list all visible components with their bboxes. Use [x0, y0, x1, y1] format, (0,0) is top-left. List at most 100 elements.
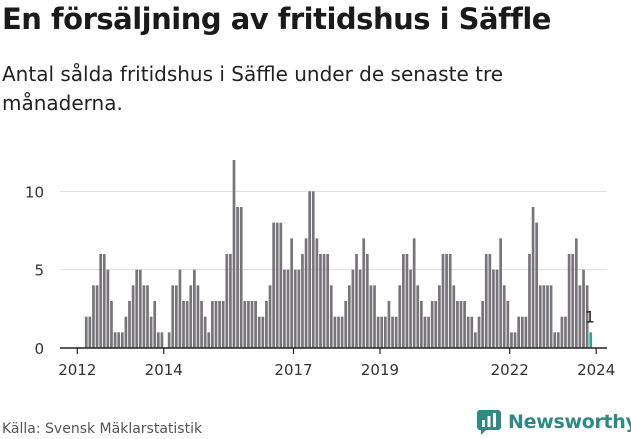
bar — [124, 316, 128, 348]
bar — [391, 316, 394, 348]
bar — [380, 316, 384, 348]
x-tick-label: 2012 — [58, 361, 96, 379]
bar — [337, 316, 340, 348]
bar — [402, 254, 405, 348]
bar — [351, 269, 355, 348]
bar — [520, 316, 524, 348]
bar — [279, 222, 283, 348]
bar — [200, 301, 203, 348]
bar — [492, 269, 495, 348]
bar — [452, 285, 456, 348]
bar — [405, 254, 409, 348]
bar — [174, 285, 178, 348]
bar — [355, 254, 358, 348]
bar — [347, 285, 351, 348]
bar — [182, 301, 185, 348]
bar — [438, 285, 441, 348]
bar — [484, 254, 488, 348]
bar — [301, 254, 304, 348]
bar — [84, 316, 88, 348]
bar — [387, 301, 391, 348]
bar — [585, 285, 589, 348]
bar — [160, 332, 164, 348]
bar — [420, 301, 423, 348]
bar — [239, 207, 243, 348]
newsworthy-logo-icon — [477, 410, 501, 435]
bar — [254, 301, 257, 348]
bar — [546, 285, 549, 348]
bar — [528, 254, 531, 348]
bar — [102, 254, 106, 348]
bar — [427, 316, 430, 348]
bar — [293, 269, 297, 348]
x-tick-label: 2022 — [491, 361, 529, 379]
bar — [156, 332, 160, 348]
bar — [549, 285, 553, 348]
x-axis: 2012 2014 2017 2019 2022 2024 — [58, 347, 615, 379]
bar — [131, 285, 135, 348]
bar — [110, 301, 113, 348]
bar — [225, 254, 229, 348]
chart-title: En försäljning av fritidshus i Säffle — [2, 2, 551, 36]
data-labels: 1 — [585, 307, 595, 326]
bar — [383, 316, 387, 348]
bar — [344, 301, 348, 348]
bar — [459, 301, 463, 348]
bar — [506, 301, 510, 348]
bar — [574, 238, 578, 348]
bar — [88, 316, 92, 348]
bar — [243, 301, 247, 348]
bar — [542, 285, 546, 348]
bar — [463, 301, 466, 348]
bar — [445, 254, 448, 348]
bar — [517, 316, 521, 348]
bar — [326, 254, 330, 348]
y-tick-label: 10 — [25, 183, 44, 201]
last-value-label: 1 — [585, 307, 595, 326]
bar — [510, 332, 513, 348]
bar — [369, 285, 373, 348]
bar — [499, 238, 503, 348]
bar — [189, 285, 193, 348]
bar — [99, 254, 103, 348]
bar — [268, 285, 272, 348]
bar — [236, 207, 239, 348]
brand-name: Newsworthy — [508, 411, 631, 433]
bar — [448, 254, 452, 348]
bar — [221, 301, 225, 348]
brand-logo: Newsworthy — [476, 409, 631, 435]
x-tick-label: 2024 — [577, 361, 615, 379]
y-tick-label: 5 — [34, 262, 44, 280]
x-tick-label: 2014 — [145, 361, 183, 379]
bar — [477, 316, 481, 348]
bar — [304, 238, 308, 348]
bar — [466, 316, 470, 348]
bar — [535, 222, 539, 348]
bar — [333, 316, 337, 348]
bar — [564, 316, 567, 348]
bar — [286, 269, 290, 348]
chart-subtitle: Antal sålda fritidshus i Säffle under de… — [2, 62, 504, 115]
bar — [185, 301, 189, 348]
bar — [138, 269, 142, 348]
bar — [211, 301, 214, 348]
bar-latest — [589, 332, 593, 348]
bar — [430, 301, 434, 348]
bar — [257, 316, 261, 348]
bar — [373, 285, 376, 348]
bar — [416, 285, 420, 348]
bar — [538, 285, 542, 348]
bar — [218, 301, 221, 348]
bar — [582, 269, 585, 348]
bar — [272, 222, 275, 348]
source-note: Källa: Svensk Mäklarstatistik — [2, 421, 203, 437]
bar — [203, 316, 207, 348]
bar — [394, 316, 398, 348]
bar — [229, 254, 232, 348]
bar — [171, 285, 175, 348]
bar — [113, 332, 117, 348]
bar — [319, 254, 322, 348]
bar — [167, 332, 171, 348]
y-tick-label: 0 — [34, 340, 44, 358]
